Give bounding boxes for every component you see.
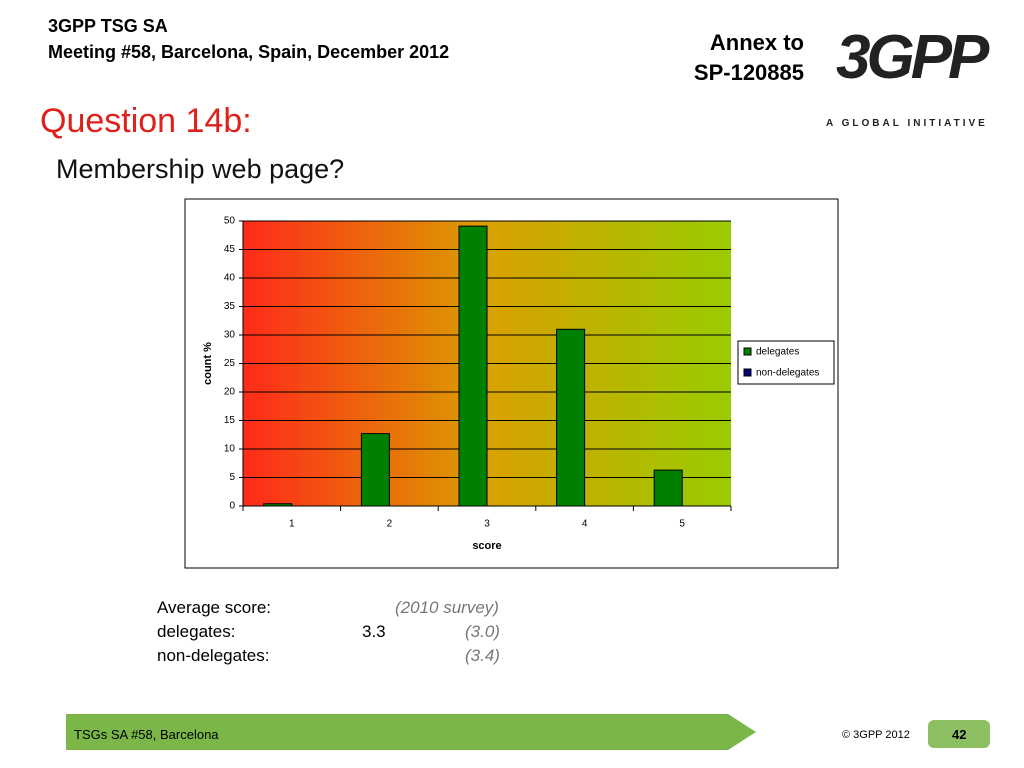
legend-label: delegates (756, 347, 799, 358)
y-tick-label: 25 (224, 358, 236, 369)
footer-event: TSGs SA #58, Barcelona (74, 727, 219, 742)
doc-number: SP-120885 (693, 60, 804, 85)
bar (458, 225, 488, 507)
x-axis-label: score (472, 540, 501, 552)
avg-value: 3.3 (362, 622, 386, 641)
avg-label: delegates: (157, 622, 236, 641)
legend-swatch (743, 347, 752, 356)
x-tick-label: 1 (289, 519, 295, 530)
bar (653, 469, 683, 507)
footer (66, 714, 990, 750)
y-tick-label: 10 (224, 444, 236, 455)
x-tick-label: 3 (484, 519, 490, 530)
y-axis-label: count % (202, 342, 214, 385)
y-tick-label: 40 (224, 273, 236, 284)
tagline: A GLOBAL INITIATIVE (826, 118, 988, 129)
bar (360, 433, 390, 507)
footer-bar (66, 714, 756, 750)
meeting: Meeting #58, Barcelona, Spain, December … (48, 42, 450, 62)
avg-previous: (3.0) (465, 622, 500, 641)
slide-title: Question 14b: (40, 102, 252, 140)
x-tick-label: 5 (679, 519, 685, 530)
legend-label: non-delegates (756, 368, 819, 379)
avg-previous: (3.4) (465, 646, 500, 665)
page-number: 42 (952, 727, 967, 742)
logo: 3GPP (836, 23, 989, 92)
y-tick-label: 45 (224, 244, 236, 255)
page-badge (928, 720, 990, 748)
y-tick-label: 15 (224, 415, 236, 426)
footer-copyright: © 3GPP 2012 (842, 729, 910, 741)
y-tick-label: 35 (224, 301, 236, 312)
avg-previous-heading: (2010 survey) (395, 598, 499, 617)
avg-heading: Average score: (157, 598, 272, 617)
y-tick-label: 30 (224, 330, 236, 341)
y-tick-label: 0 (229, 501, 235, 512)
y-tick-label: 50 (224, 216, 236, 227)
slide-subtitle: Membership web page? (56, 154, 345, 184)
avg-label: non-delegates: (157, 646, 270, 665)
x-tick-label: 2 (387, 519, 393, 530)
legend-swatch (743, 368, 752, 377)
annex: Annex to (709, 30, 804, 55)
legend-box (737, 340, 835, 385)
bar (556, 328, 586, 507)
x-tick-label: 4 (582, 519, 588, 530)
y-tick-label: 20 (224, 387, 236, 398)
y-tick-label: 5 (229, 472, 235, 483)
org: 3GPP TSG SA (48, 16, 168, 36)
bar (263, 503, 293, 507)
